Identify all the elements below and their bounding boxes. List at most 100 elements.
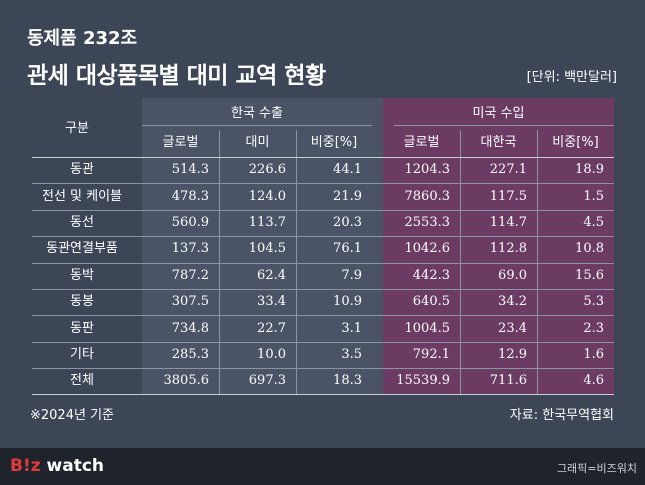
row-divider xyxy=(32,209,614,211)
table-cell: 734.8 xyxy=(171,320,209,336)
logo-main: B!z xyxy=(10,456,41,476)
sub-header-export-us: 대미 xyxy=(245,135,270,150)
table-cell: 114.7 xyxy=(489,215,527,230)
row-divider xyxy=(32,183,614,185)
table-cell: 307.5 xyxy=(171,294,209,310)
table-cell: 3.5 xyxy=(341,347,362,362)
title-line1: 동제품 232조 xyxy=(27,28,138,49)
table-cell: 792.1 xyxy=(412,347,450,362)
row-label: 기타 xyxy=(70,347,94,362)
footer-bar: B!z watch 그래픽=비즈워치 xyxy=(0,448,645,485)
row-label: 동관 xyxy=(70,162,94,178)
row-divider xyxy=(32,236,614,238)
source-note: 자료: 한국무역협회 xyxy=(509,408,614,423)
table-cell: 3.1 xyxy=(341,320,362,336)
table-cell: 23.4 xyxy=(498,320,527,336)
table-cell: 1204.3 xyxy=(404,162,451,178)
sub-header-import-korea: 대한국 xyxy=(480,135,517,150)
table-cell: 112.8 xyxy=(489,241,527,257)
table-cell: 15.6 xyxy=(575,267,604,283)
table-cell: 2553.3 xyxy=(404,215,451,230)
row-label: 동판 xyxy=(70,320,94,336)
table-cell: 10.0 xyxy=(257,347,286,362)
export-group-header: 한국 수출 xyxy=(231,106,283,121)
footnote: ※2024년 기준 xyxy=(30,408,114,423)
table-cell: 15539.9 xyxy=(396,373,450,389)
import-group-header: 미국 수입 xyxy=(472,106,525,121)
table-cell: 1004.5 xyxy=(404,320,451,336)
table-cell: 7.9 xyxy=(341,267,362,283)
column-divider xyxy=(219,130,220,394)
row-divider xyxy=(32,368,614,370)
table-cell: 3805.6 xyxy=(163,373,210,389)
row-divider xyxy=(32,262,614,264)
table-cell: 1042.6 xyxy=(404,241,451,257)
bizwatch-logo[interactable]: B!z watch xyxy=(10,456,104,476)
sub-header-export-share: 비중[%] xyxy=(310,135,358,150)
sub-header-import-share: 비중[%] xyxy=(552,135,599,150)
sub-header-export-global: 글로벌 xyxy=(162,135,199,150)
table-cell: 640.5 xyxy=(412,294,450,310)
table-cell: 34.2 xyxy=(498,294,527,310)
table-cell: 711.6 xyxy=(489,373,527,389)
table-cell: 62.4 xyxy=(257,267,286,283)
import-column-block xyxy=(383,98,614,394)
table-cell: 2.3 xyxy=(583,320,604,336)
unit-label: [단위: 백만달러] xyxy=(526,70,617,85)
logo-sub: watch xyxy=(40,456,105,476)
table-cell: 10.9 xyxy=(333,294,362,310)
table-cell: 76.1 xyxy=(333,241,362,257)
table-cell: 560.9 xyxy=(171,215,209,230)
table-cell: 514.3 xyxy=(171,162,209,178)
table-cell: 478.3 xyxy=(171,188,209,204)
row-divider xyxy=(32,341,614,343)
table-cell: 124.0 xyxy=(248,188,286,204)
column-divider xyxy=(296,130,297,394)
sub-header-import-global: 글로벌 xyxy=(403,135,440,150)
table-cell: 137.3 xyxy=(171,241,209,257)
table-cell: 22.7 xyxy=(257,320,286,336)
table-cell: 226.6 xyxy=(248,162,286,178)
table-cell: 113.7 xyxy=(248,215,286,230)
table-cell: 5.3 xyxy=(583,294,604,310)
table-cell: 33.4 xyxy=(257,294,286,310)
row-divider xyxy=(32,289,614,290)
table-cell: 20.3 xyxy=(333,215,362,230)
table-cell: 4.6 xyxy=(583,373,604,389)
table-cell: 104.5 xyxy=(248,241,286,257)
column-divider xyxy=(460,130,461,394)
table-cell: 4.5 xyxy=(583,215,604,230)
table-cell: 44.1 xyxy=(333,162,362,178)
export-column-block xyxy=(142,98,402,394)
row-label: 동박 xyxy=(70,267,94,283)
table-cell: 227.1 xyxy=(489,162,527,178)
table-cell: 18.9 xyxy=(575,162,604,178)
import-header-divider xyxy=(394,125,614,126)
table-cell: 10.8 xyxy=(575,241,604,257)
row-label: 동선 xyxy=(70,215,94,230)
header-bottom-rule xyxy=(32,157,614,158)
row-divider xyxy=(32,315,614,317)
trade-table: 구분 한국 수출 미국 수입 글로벌 대미 비중[%] 글로벌 대한국 비중[%… xyxy=(32,98,614,395)
table-cell: 1.6 xyxy=(583,347,604,362)
table-cell: 442.3 xyxy=(412,267,450,283)
row-label: 동봉 xyxy=(70,294,94,310)
column-divider xyxy=(537,130,538,394)
table-cell: 117.5 xyxy=(489,188,527,204)
row-label: 전체 xyxy=(70,373,94,389)
table-cell: 12.9 xyxy=(498,347,527,362)
table-cell: 787.2 xyxy=(171,267,209,283)
table-cell: 1.5 xyxy=(583,188,604,204)
table-cell: 69.0 xyxy=(498,267,527,283)
table-cell: 7860.3 xyxy=(404,188,451,204)
graphic-credit: 그래픽=비즈워치 xyxy=(556,462,637,475)
row-label: 동관연결부품 xyxy=(46,241,118,257)
table-cell: 285.3 xyxy=(171,347,209,362)
table-cell: 697.3 xyxy=(248,373,286,389)
page-title: 관세 대상품목별 대미 교역 현황 xyxy=(27,63,326,89)
table-cell: 18.3 xyxy=(333,373,362,389)
row-header-label: 구분 xyxy=(65,121,89,136)
row-label: 전선 및 케이블 xyxy=(41,188,123,204)
table-cell: 21.9 xyxy=(333,188,362,204)
export-header-divider xyxy=(142,125,372,126)
